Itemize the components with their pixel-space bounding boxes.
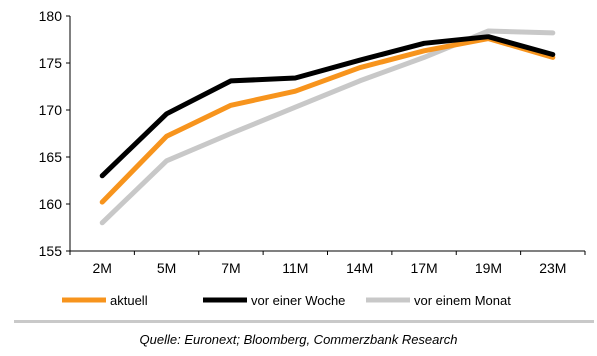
source-note: Quelle: Euronext; Bloomberg, Commerzbank… bbox=[139, 332, 458, 347]
x-tick-label: 2M bbox=[92, 260, 111, 276]
y-tick-label: 175 bbox=[39, 55, 63, 71]
x-tick-label: 7M bbox=[221, 260, 240, 276]
y-tick-label: 180 bbox=[39, 8, 63, 24]
y-tick-label: 160 bbox=[39, 196, 63, 212]
series-line bbox=[99, 34, 556, 179]
x-tick-label: 19M bbox=[475, 260, 502, 276]
series-lines bbox=[99, 28, 556, 226]
y-tick-label: 165 bbox=[39, 149, 63, 165]
legend: aktuell vor einer Woche vor einem Monat bbox=[62, 293, 511, 308]
y-tick-label: 155 bbox=[39, 243, 63, 259]
x-tick-label: 23M bbox=[539, 260, 566, 276]
series-line bbox=[99, 28, 556, 226]
legend-label: vor einem Monat bbox=[414, 293, 511, 308]
y-axis-ticks: 155 160 165 170 175 180 bbox=[39, 8, 70, 259]
legend-label: aktuell bbox=[110, 293, 148, 308]
x-tick-label: 17M bbox=[410, 260, 437, 276]
series-line bbox=[99, 36, 556, 205]
chart: 155 160 165 170 175 180 2M 5M 7M 11M 14M 17M 19M 23M… bbox=[39, 8, 586, 308]
legend-label: vor einer Woche bbox=[251, 293, 345, 308]
x-axis-ticks: 2M 5M 7M 11M 14M 17M 19M 23M bbox=[69, 251, 586, 276]
x-tick-label: 14M bbox=[346, 260, 373, 276]
divider bbox=[14, 320, 594, 323]
x-tick-label: 11M bbox=[282, 260, 308, 276]
y-tick-label: 170 bbox=[39, 102, 63, 118]
x-tick-label: 5M bbox=[157, 260, 176, 276]
